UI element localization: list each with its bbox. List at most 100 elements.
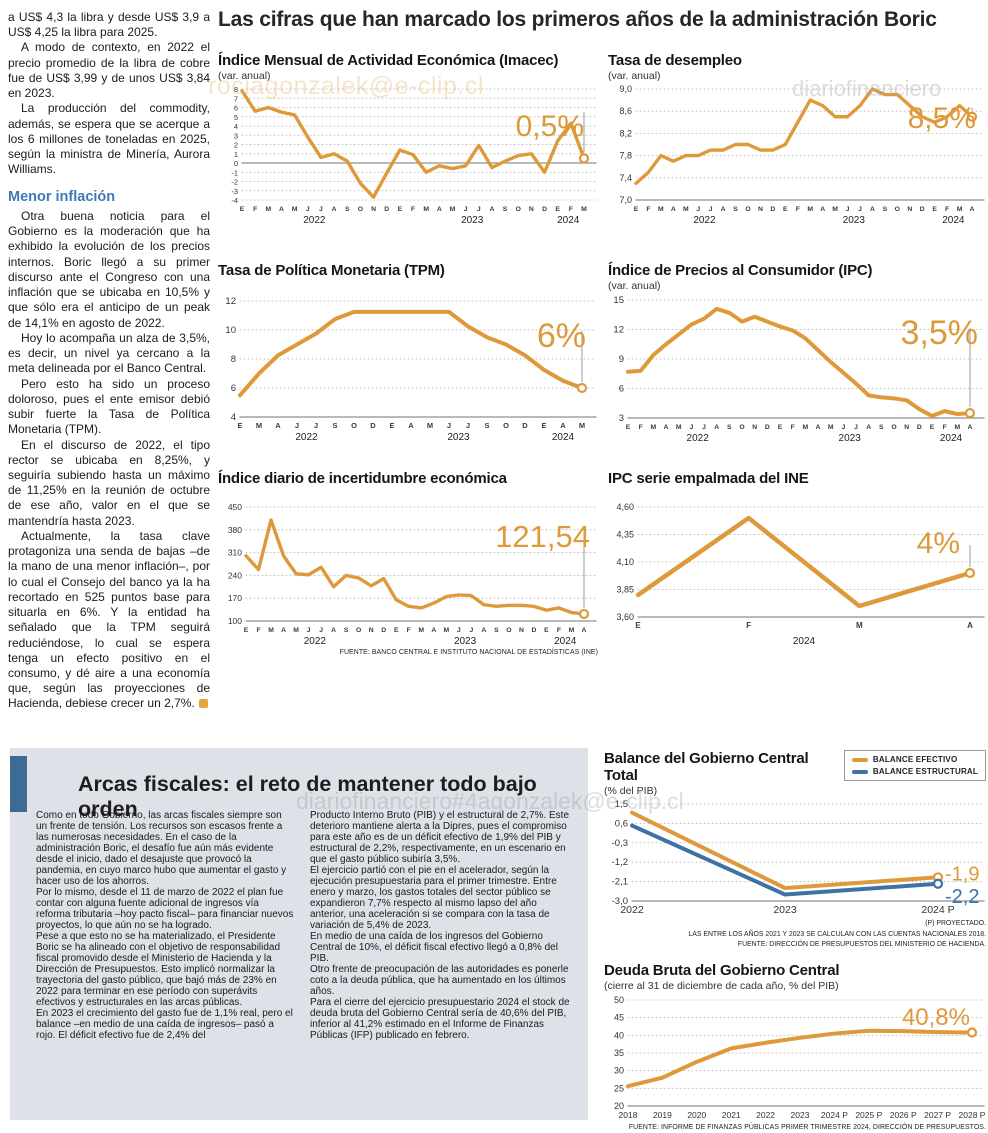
svg-text:S: S <box>345 206 350 213</box>
svg-text:S: S <box>484 421 489 430</box>
svg-text:-3: -3 <box>231 187 238 196</box>
svg-text:7,4: 7,4 <box>619 173 632 183</box>
chart-title: Índice diario de incertidumbre económica <box>218 470 507 487</box>
article-paragraph: La producción del commodity, además, se … <box>8 101 210 177</box>
svg-text:12: 12 <box>225 296 236 307</box>
svg-text:A: A <box>664 424 669 431</box>
svg-text:2026 P: 2026 P <box>890 1110 917 1120</box>
svg-text:A: A <box>279 206 284 213</box>
svg-text:D: D <box>920 206 925 213</box>
deuda-plot-area: 50 45 40 35 30 25 20 2018 2019 2020 2021 2022 2023 20… <box>604 994 986 1122</box>
svg-text:240: 240 <box>228 570 242 580</box>
svg-text:N: N <box>752 424 757 431</box>
svg-text:2022: 2022 <box>295 432 318 443</box>
arcas-paragraph: Por lo mismo, desde el 11 de marzo de 20… <box>36 887 294 931</box>
svg-text:2023: 2023 <box>791 1110 810 1120</box>
svg-text:3: 3 <box>619 413 624 424</box>
arcas-paragraph: Para el cierre del ejercicio presupuesta… <box>310 997 570 1041</box>
svg-text:40: 40 <box>614 1030 624 1040</box>
svg-text:2023: 2023 <box>773 904 797 916</box>
svg-text:M: M <box>265 206 271 213</box>
svg-text:M: M <box>828 424 834 431</box>
svg-text:M: M <box>579 421 585 430</box>
estructural-swatch <box>851 769 868 774</box>
svg-text:12: 12 <box>613 325 624 336</box>
svg-text:2: 2 <box>234 141 238 150</box>
svg-text:4,60: 4,60 <box>616 502 634 512</box>
balance-chart: Balance del Gobierno Central Total (% de… <box>604 750 986 951</box>
svg-text:M: M <box>268 627 274 634</box>
svg-text:J: J <box>447 421 451 430</box>
chart-note: (P) PROYECTADO. <box>925 920 986 927</box>
svg-text:4: 4 <box>234 122 238 131</box>
svg-text:A: A <box>408 421 414 430</box>
svg-text:10: 10 <box>225 325 236 336</box>
svg-text:A: A <box>431 627 436 634</box>
svg-text:N: N <box>907 206 912 213</box>
svg-text:2022: 2022 <box>693 215 716 226</box>
svg-text:F: F <box>639 424 643 431</box>
svg-text:A: A <box>481 627 486 634</box>
svg-text:M: M <box>569 627 575 634</box>
svg-text:A: A <box>967 621 973 630</box>
svg-text:E: E <box>555 206 560 213</box>
svg-text:-1,2: -1,2 <box>612 857 628 868</box>
article-paragraph: Hoy lo acompaña un alza de 3,5%, es deci… <box>8 330 210 376</box>
ipc_empalmada-callout-value: 4% <box>916 527 960 560</box>
article-subheading: Menor inflación <box>8 188 116 205</box>
svg-text:450: 450 <box>228 502 242 512</box>
ipc-plot-area: 15 12 9 6 3 E F M A M J J A S O N D E F M A M J J A S O N D E F M A 2022 2… <box>608 294 986 444</box>
svg-text:N: N <box>519 627 524 634</box>
svg-text:6: 6 <box>234 104 238 113</box>
svg-text:F: F <box>256 627 260 634</box>
svg-text:J: J <box>709 206 713 213</box>
svg-text:D: D <box>381 627 386 634</box>
svg-text:A: A <box>970 206 975 213</box>
svg-text:F: F <box>411 206 415 213</box>
svg-text:J: J <box>314 421 318 430</box>
svg-text:2020: 2020 <box>687 1110 706 1120</box>
svg-text:4: 4 <box>231 412 236 423</box>
svg-text:O: O <box>745 206 750 213</box>
section-title: Arcas fiscales: el reto de mantener todo… <box>78 772 537 821</box>
svg-text:A: A <box>437 206 442 213</box>
svg-text:O: O <box>503 421 509 430</box>
arcas-fiscales-panel: Arcas fiscales: el reto de mantener todo… <box>10 748 588 1120</box>
balance-legend: BALANCE EFECTIVO BALANCE ESTRUCTURAL <box>843 750 986 781</box>
svg-text:E: E <box>544 627 549 634</box>
svg-text:2024: 2024 <box>940 433 963 444</box>
desempleo-callout-value: 8,5% <box>907 102 976 135</box>
incertidumbre-chart: Índice diario de incertidumbre económica… <box>218 470 598 656</box>
svg-text:E: E <box>778 424 783 431</box>
svg-text:-2,2: -2,2 <box>945 886 979 908</box>
chart-source: FUENTE: BANCO CENTRAL E INSTITUTO NACION… <box>339 649 598 656</box>
svg-text:A: A <box>582 627 587 634</box>
svg-text:A: A <box>332 206 337 213</box>
svg-text:M: M <box>832 206 838 213</box>
svg-text:2023: 2023 <box>447 432 470 443</box>
svg-text:F: F <box>746 621 751 630</box>
svg-text:-1,9: -1,9 <box>945 863 979 885</box>
article-paragraph: Pero esto ha sido un proceso doloroso, p… <box>8 376 210 437</box>
svg-text:M: M <box>802 424 808 431</box>
svg-text:M: M <box>450 206 456 213</box>
article-paragraph: a US$ 4,3 la libra y desde US$ 3,9 a US$… <box>8 10 210 40</box>
svg-text:M: M <box>292 206 298 213</box>
svg-text:F: F <box>943 424 947 431</box>
svg-text:2024: 2024 <box>793 636 816 647</box>
legend-row: BALANCE EFECTIVO <box>851 755 978 764</box>
svg-text:M: M <box>581 206 587 213</box>
svg-text:2024: 2024 <box>552 432 575 443</box>
svg-text:M: M <box>807 206 813 213</box>
arcas-paragraph: Otro frente de preocupación de las autor… <box>310 964 569 997</box>
arcas-paragraph: Pese a que esto no se ha materializado, … <box>36 931 281 1008</box>
svg-text:S: S <box>733 206 738 213</box>
svg-text:35: 35 <box>614 1048 624 1058</box>
svg-text:J: J <box>469 627 473 634</box>
desempleo-chart: Tasa de desempleo (var. anual) 9,0 8,6 8,2… <box>608 52 986 226</box>
svg-text:1,5: 1,5 <box>615 799 628 810</box>
svg-text:7: 7 <box>234 94 238 103</box>
ipc-callout-value: 3,5% <box>900 314 979 352</box>
arcas-text-column-2: Producto Interno Bruto (PIB) y el estruc… <box>310 810 574 1041</box>
svg-text:2021: 2021 <box>722 1110 741 1120</box>
